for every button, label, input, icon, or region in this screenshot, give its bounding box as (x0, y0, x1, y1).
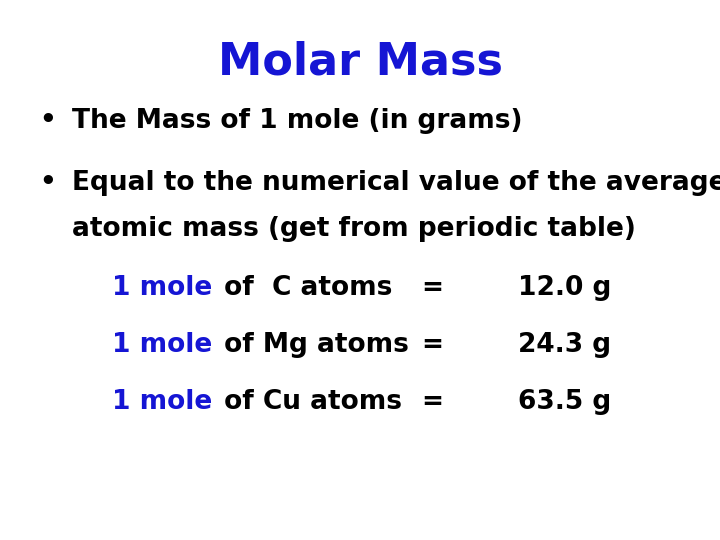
Text: 63.5 g: 63.5 g (518, 389, 612, 415)
Text: =: = (421, 332, 443, 358)
Text: 24.3 g: 24.3 g (518, 332, 611, 358)
Text: 12.0 g: 12.0 g (518, 275, 612, 301)
Text: of Cu atoms: of Cu atoms (215, 389, 402, 415)
Text: of  C atoms: of C atoms (215, 275, 393, 301)
Text: =: = (421, 275, 443, 301)
Text: 1 mole: 1 mole (112, 275, 212, 301)
Text: 1 mole: 1 mole (112, 389, 212, 415)
Text: of Mg atoms: of Mg atoms (215, 332, 410, 358)
Text: •: • (40, 170, 56, 196)
Text: Molar Mass: Molar Mass (217, 40, 503, 84)
Text: =: = (421, 389, 443, 415)
Text: atomic mass (get from periodic table): atomic mass (get from periodic table) (72, 216, 636, 242)
Text: •: • (40, 108, 56, 134)
Text: The Mass of 1 mole (in grams): The Mass of 1 mole (in grams) (72, 108, 523, 134)
Text: Equal to the numerical value of the average: Equal to the numerical value of the aver… (72, 170, 720, 196)
Text: 1 mole: 1 mole (112, 332, 212, 358)
